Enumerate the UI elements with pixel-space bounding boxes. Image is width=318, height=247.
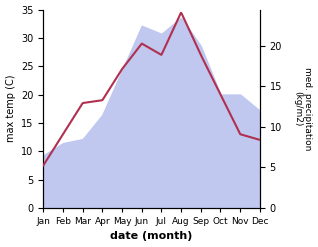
Y-axis label: med. precipitation
(kg/m2): med. precipitation (kg/m2)	[293, 67, 313, 150]
X-axis label: date (month): date (month)	[110, 231, 193, 242]
Y-axis label: max temp (C): max temp (C)	[5, 75, 16, 143]
